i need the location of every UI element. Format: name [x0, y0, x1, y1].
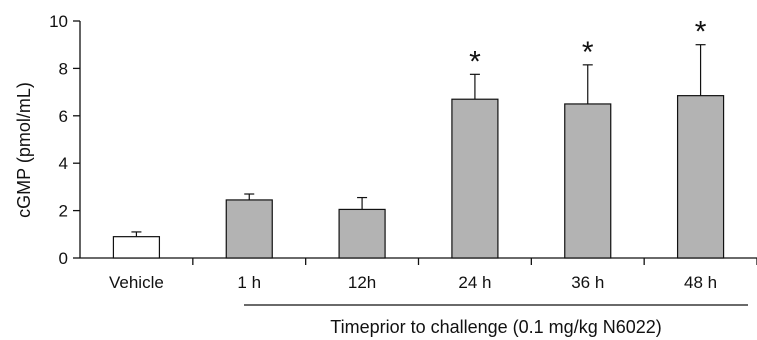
bar	[225, 199, 273, 259]
significance-marker: *	[695, 16, 707, 49]
bar	[338, 208, 386, 259]
bars: * * *	[112, 16, 725, 259]
x-tick-label: 1 h	[237, 273, 261, 292]
x-axis	[80, 257, 757, 265]
bar	[676, 95, 725, 259]
x-tick-label: 24 h	[458, 273, 491, 292]
y-tick-label: 10	[49, 12, 68, 31]
y-axis-title: cGMP (pmol/mL)	[14, 82, 34, 218]
y-axis: 0 2 4 6 8 10	[49, 12, 81, 268]
y-tick-label: 6	[59, 107, 68, 126]
y-tick-label: 0	[59, 249, 68, 268]
x-tick-label: 36 h	[571, 273, 604, 292]
x-tick-label: 48 h	[684, 273, 717, 292]
x-axis-title: Timeprior to challenge (0.1 mg/kg N6022)	[330, 317, 662, 337]
significance-marker: *	[582, 36, 594, 69]
y-tick-label: 8	[59, 59, 68, 78]
x-tick-label: Vehicle	[109, 273, 164, 292]
y-tick-label: 4	[59, 154, 68, 173]
x-tick-label: 12h	[348, 273, 376, 292]
bar	[112, 236, 161, 259]
bar	[451, 98, 499, 259]
category-labels: Vehicle 1 h 12h 24 h 36 h 48 h	[109, 273, 717, 292]
significance-marker: *	[469, 45, 481, 78]
bar	[564, 103, 612, 259]
y-tick-label: 2	[59, 202, 68, 221]
